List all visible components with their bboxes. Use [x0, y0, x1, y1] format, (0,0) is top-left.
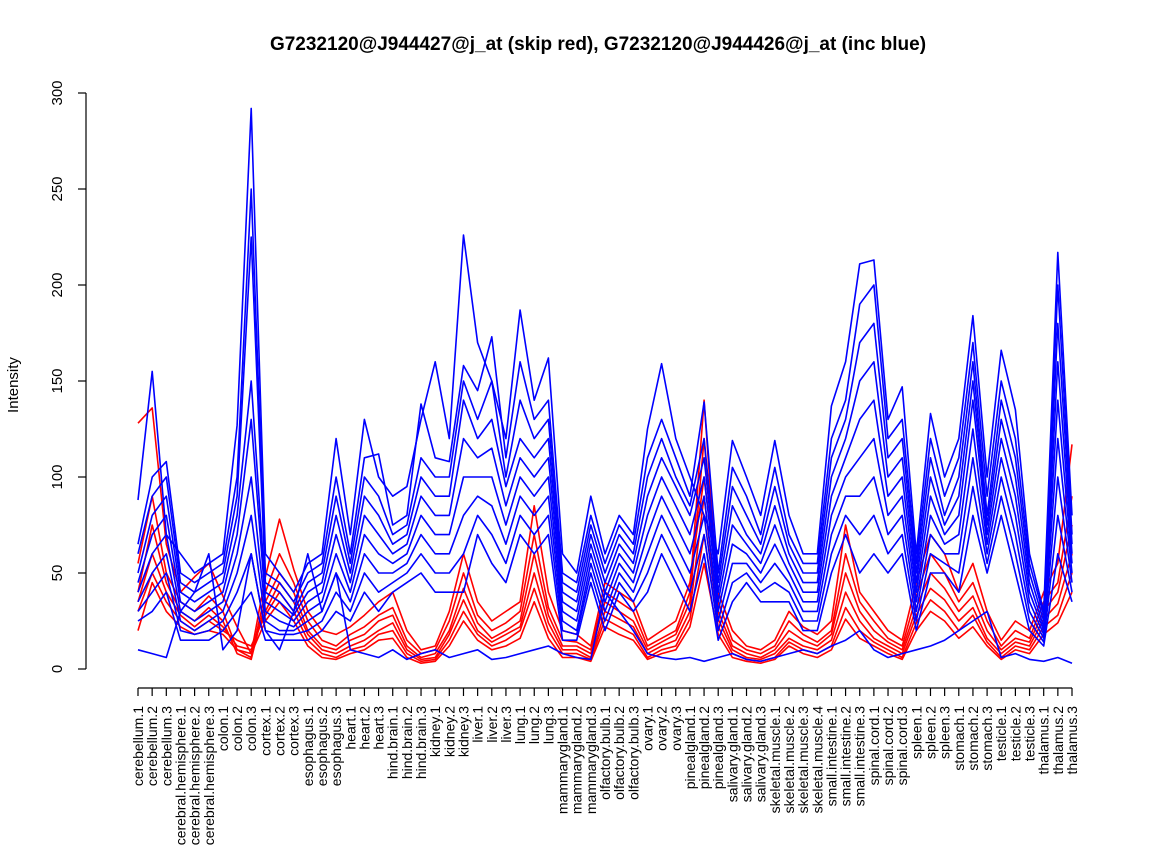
series-line-inc-2 [137, 188, 1073, 617]
x-tick-label: olfactory.bulb.3 [625, 706, 641, 800]
series-line-inc-10 [137, 552, 1073, 664]
x-tick-label: esophagus.1 [300, 706, 316, 786]
x-axis: cerebellum.1cerebellum.2cerebellum.3cere… [130, 687, 1080, 846]
x-tick-label: stomach.2 [965, 706, 981, 771]
x-tick-label: hind.brain.1 [385, 706, 401, 779]
x-tick-label: cortex.3 [286, 706, 302, 756]
y-tick-label: 50 [49, 565, 66, 582]
x-tick-label: spinal.cord.2 [880, 706, 896, 786]
x-tick-label: spleen.1 [908, 706, 924, 759]
x-tick-label: hind.brain.3 [413, 706, 429, 779]
x-tick-label: testicle.1 [993, 706, 1009, 761]
x-tick-label: colon.2 [229, 706, 245, 751]
x-tick-label: spinal.cord.3 [894, 706, 910, 786]
y-tick-label: 300 [49, 80, 66, 105]
series-line-inc-6 [137, 428, 1073, 636]
x-tick-label: cerebral.hemisphere.1 [172, 706, 188, 846]
x-tick-label: kidney.3 [455, 706, 471, 757]
x-tick-label: olfactory.bulb.2 [611, 706, 627, 800]
x-tick-label: testicle.2 [1007, 706, 1023, 761]
x-tick-label: liver.1 [470, 706, 486, 743]
x-tick-label: testicle.3 [1022, 706, 1038, 761]
x-tick-label: mammarygland.1 [555, 706, 571, 814]
x-tick-label: pinealgland.2 [696, 706, 712, 790]
x-tick-label: colon.1 [215, 706, 231, 751]
x-tick-label: ovary.1 [639, 706, 655, 751]
x-tick-label: esophagus.2 [314, 706, 330, 786]
x-tick-label: stomach.3 [979, 706, 995, 771]
x-tick-label: heart.3 [371, 706, 387, 750]
x-tick-label: heart.1 [342, 706, 358, 750]
x-tick-label: esophagus.3 [328, 706, 344, 786]
x-tick-label: pinealgland.1 [682, 706, 698, 790]
x-tick-label: thalamus.1 [1036, 706, 1052, 775]
x-tick-label: lung.2 [526, 706, 542, 744]
x-tick-label: kidney.2 [441, 706, 457, 757]
series-line-inc-8 [137, 485, 1073, 643]
x-tick-label: stomach.1 [951, 706, 967, 771]
x-tick-label: salivary.gland.3 [753, 706, 769, 802]
y-tick-label: 100 [49, 464, 66, 489]
x-tick-label: pinealgland.3 [710, 706, 726, 790]
x-tick-label: kidney.1 [427, 706, 443, 757]
x-tick-label: spleen.3 [937, 706, 953, 759]
x-tick-label: heart.2 [356, 706, 372, 750]
x-tick-label: spinal.cord.1 [866, 706, 882, 786]
y-axis-label: Intensity [5, 357, 22, 413]
y-tick-label: 250 [49, 176, 66, 201]
x-tick-label: cerebellum.1 [130, 706, 146, 786]
series-line-inc-7 [137, 456, 1073, 640]
x-tick-label: thalamus.3 [1064, 706, 1080, 775]
x-tick-label: cortex.1 [257, 706, 273, 756]
x-tick-label: cortex.2 [272, 706, 288, 756]
y-tick-label: 200 [49, 272, 66, 297]
series-layer [137, 107, 1073, 665]
x-tick-label: small.intestine.1 [823, 706, 839, 807]
x-tick-label: thalamus.2 [1050, 706, 1066, 775]
x-tick-label: liver.3 [498, 706, 514, 743]
x-tick-label: mammarygland.2 [569, 706, 585, 814]
x-tick-label: salivary.gland.1 [724, 706, 740, 802]
x-tick-label: olfactory.bulb.1 [597, 706, 613, 800]
x-tick-label: salivary.gland.2 [739, 706, 755, 802]
y-axis: 0 50 100 150 200 250 300 [49, 80, 87, 673]
x-tick-label: hind.brain.2 [399, 706, 415, 779]
x-tick-label: spleen.2 [922, 706, 938, 759]
x-tick-label: colon.3 [243, 706, 259, 751]
x-tick-label: lung.3 [540, 706, 556, 744]
x-tick-label: ovary.2 [654, 706, 670, 751]
x-tick-label: skeletal.muscle.4 [809, 706, 825, 814]
y-tick-label: 150 [49, 368, 66, 393]
x-tick-label: ovary.3 [668, 706, 684, 751]
x-tick-label: small.intestine.2 [838, 706, 854, 807]
x-tick-label: lung.1 [512, 706, 528, 744]
x-tick-label: liver.2 [484, 706, 500, 743]
x-tick-label: skeletal.muscle.1 [767, 706, 783, 814]
x-tick-label: small.intestine.3 [852, 706, 868, 807]
series-line-skip-4 [137, 495, 1073, 661]
x-tick-label: skeletal.muscle.2 [781, 706, 797, 814]
x-tick-label: cerebellum.3 [158, 706, 174, 786]
chart-title: G7232120@J944427@j_at (skip red), G72321… [270, 34, 926, 55]
x-tick-label: cerebellum.2 [144, 706, 160, 786]
x-tick-label: cerebral.hemisphere.2 [187, 706, 203, 846]
series-line-inc-9 [137, 514, 1073, 647]
x-tick-label: skeletal.muscle.3 [795, 706, 811, 814]
series-line-inc-1 [137, 107, 1073, 613]
x-tick-label: mammarygland.3 [583, 706, 599, 814]
y-tick-label: 0 [49, 665, 66, 673]
x-tick-label: cerebral.hemisphere.3 [201, 706, 217, 846]
series-line-inc-4 [137, 360, 1073, 628]
